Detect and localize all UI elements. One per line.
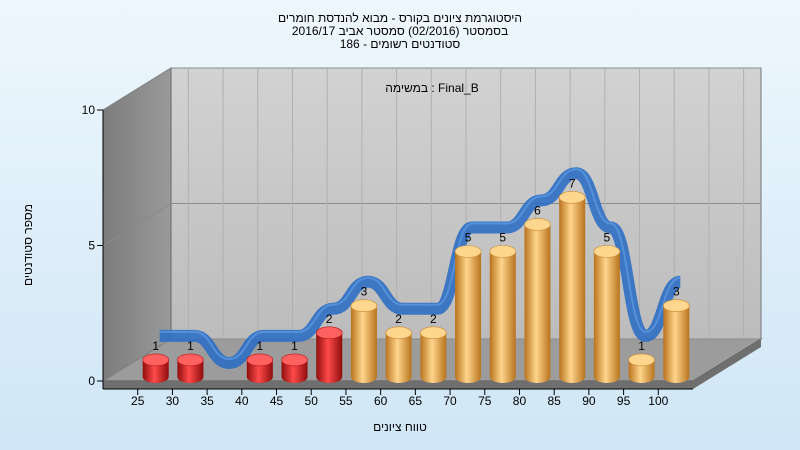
x-tick-label: 80 (513, 394, 527, 408)
bar-body (142, 359, 169, 383)
bar (593, 245, 621, 383)
chart-axes (97, 109, 693, 395)
bar (385, 326, 412, 383)
floor-front (103, 381, 693, 389)
bar-body (177, 359, 204, 383)
bar (281, 353, 308, 383)
x-tick-label: 95 (617, 394, 631, 408)
bar (489, 245, 517, 383)
bar-cap (315, 326, 343, 340)
bar-cap (628, 353, 655, 367)
curve-band (159, 167, 683, 369)
bar-value-label: 1 (638, 339, 645, 353)
bar-value-label: 1 (256, 339, 263, 353)
x-tick-label: 55 (339, 394, 353, 408)
bar-cap (593, 245, 621, 258)
y-tick-label: 10 (82, 103, 96, 117)
bar (142, 353, 170, 383)
bar (558, 191, 586, 383)
bar-cap (524, 218, 551, 231)
chart-annotation: במשימה : Final_B (385, 81, 479, 95)
x-tick-label: 90 (582, 394, 596, 408)
bar-body (489, 251, 516, 383)
bar-body (628, 359, 655, 383)
bar (246, 353, 274, 383)
curve-highlight (159, 168, 681, 361)
bar (177, 353, 204, 383)
bar-value-label: 2 (326, 312, 333, 326)
bar-cap (662, 299, 690, 313)
bar-cap (558, 191, 586, 204)
chart-subtitle-semester: בסמסטר (02/2016) סמסטר אביב 2016/17 (291, 24, 509, 38)
bar-body (524, 224, 551, 383)
x-tick-label: 70 (443, 394, 457, 408)
y-tick-label: 5 (88, 239, 95, 253)
bar-value-label: 3 (361, 285, 368, 299)
bar-cap (350, 299, 378, 313)
bar-cap (385, 326, 412, 340)
bar-value-label: 7 (569, 176, 576, 190)
bar-cap (420, 326, 447, 340)
y-axis-label: מספר סטודנטים (21, 203, 35, 287)
x-tick-label: 50 (305, 394, 319, 408)
y-gridline (102, 67, 761, 111)
x-tick-label: 60 (374, 394, 388, 408)
x-tick-label: 30 (166, 394, 180, 408)
bar-cap (177, 353, 204, 367)
x-axis-label: טווח ציונים (373, 420, 427, 434)
bar (524, 218, 551, 383)
x-tick-label: 100 (648, 394, 668, 408)
x-tick-label: 85 (547, 394, 561, 408)
bar-cap (489, 245, 517, 258)
bar-value-label: 3 (673, 285, 680, 299)
bar-cap (281, 353, 308, 367)
y-tick-label: 0 (88, 374, 95, 388)
distribution-curve (159, 167, 683, 369)
chart-subtitle-registered: סטודנטים רשומים - 186 (339, 37, 461, 51)
bar-body (559, 197, 586, 383)
bar-value-label: 2 (430, 312, 437, 326)
bar-cap (454, 245, 482, 258)
bar-value-label: 1 (291, 339, 298, 353)
chart-bars (142, 191, 690, 383)
bar-body (593, 251, 620, 383)
bar-body (316, 332, 343, 383)
bar-value-label: 5 (465, 231, 472, 245)
bar (315, 326, 343, 383)
bar-body (663, 305, 690, 383)
bar-value-label: 5 (604, 231, 611, 245)
bar-value-label: 2 (395, 312, 402, 326)
bar (628, 353, 655, 383)
x-tick-label: 35 (200, 394, 214, 408)
bar-value-label: 1 (152, 339, 159, 353)
bar-body (281, 359, 308, 383)
x-tick-label: 65 (409, 394, 423, 408)
x-tick-label: 45 (270, 394, 284, 408)
bar (662, 299, 690, 383)
bar-cap (246, 353, 274, 367)
x-tick-label: 40 (235, 394, 249, 408)
chart-title: היסטוגרמת ציונים בקורס - מבוא להנדסת חומ… (278, 11, 522, 25)
bar-body (246, 359, 273, 383)
bar-body (455, 251, 482, 383)
bar-body (385, 332, 412, 383)
x-tick-label: 75 (478, 394, 492, 408)
bar-body (350, 305, 377, 383)
bar (350, 299, 378, 383)
bar-value-label: 1 (187, 339, 194, 353)
bar (454, 245, 482, 383)
bar-value-label: 6 (534, 203, 541, 217)
bar-value-label: 5 (499, 231, 506, 245)
bar (420, 326, 447, 383)
bar-body (420, 332, 447, 383)
bar-cap (142, 353, 170, 367)
x-tick-label: 25 (131, 394, 145, 408)
floor-edge (693, 339, 761, 389)
